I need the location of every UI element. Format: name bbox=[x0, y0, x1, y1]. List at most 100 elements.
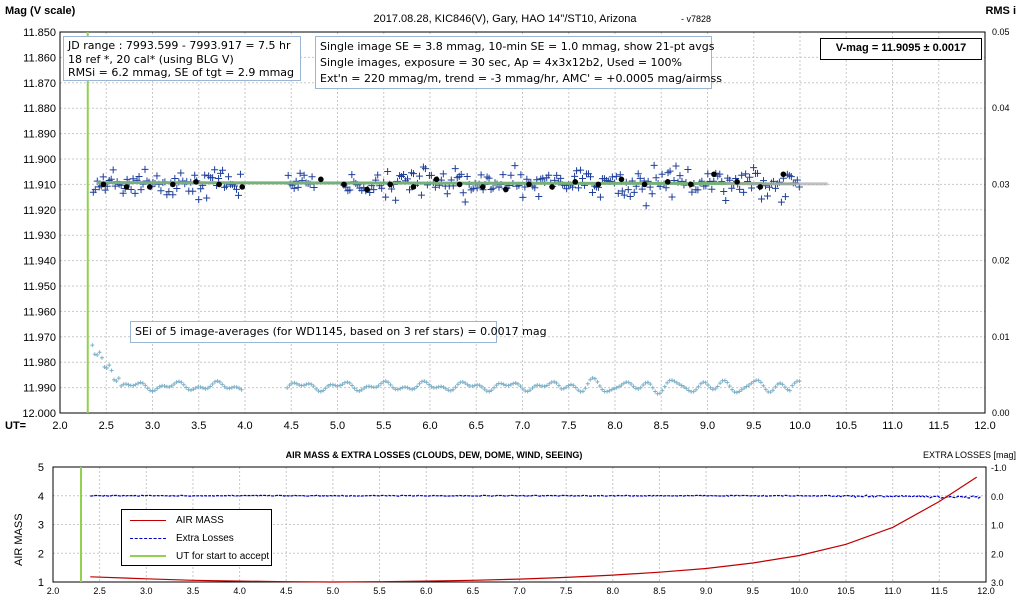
rms-point bbox=[778, 381, 783, 386]
rms-point bbox=[564, 385, 569, 390]
rms-point bbox=[674, 380, 679, 385]
single-image-point bbox=[720, 188, 728, 196]
trend-fit-line bbox=[96, 181, 796, 186]
bottom-x-tick-label: 11.0 bbox=[884, 586, 901, 596]
bottom-y-axis-title: AIR MASS bbox=[13, 513, 25, 566]
air-mass-line bbox=[90, 476, 978, 583]
rms-point bbox=[107, 363, 112, 368]
bottom-y2-tick-label: 1.0 bbox=[991, 521, 1004, 531]
single-image-point bbox=[219, 166, 227, 174]
single-image-point bbox=[119, 189, 127, 197]
rms-point bbox=[597, 384, 602, 389]
rms-point bbox=[516, 381, 521, 386]
rms-point bbox=[415, 384, 420, 389]
top-y-tick-label: 11.950 bbox=[23, 281, 56, 293]
average-point bbox=[318, 176, 324, 183]
single-image-point bbox=[232, 185, 240, 193]
single-image-point bbox=[300, 171, 308, 179]
rms-point bbox=[638, 385, 643, 390]
top-x-tick-label: 3.5 bbox=[191, 420, 206, 432]
rms-point bbox=[136, 381, 141, 386]
rms-point bbox=[172, 382, 177, 387]
rms-point bbox=[742, 386, 747, 390]
single-image-point bbox=[173, 185, 181, 193]
rms-point bbox=[352, 386, 357, 391]
single-image-point bbox=[415, 172, 423, 180]
rms-point bbox=[492, 385, 497, 390]
single-image-point bbox=[777, 198, 785, 206]
rms-point bbox=[694, 387, 699, 392]
rms-point bbox=[285, 385, 290, 390]
rms-point bbox=[102, 365, 107, 370]
rms-point bbox=[150, 389, 155, 394]
bottom-x-tick-label: 3.5 bbox=[187, 586, 200, 596]
rms-point bbox=[227, 386, 232, 391]
average-point bbox=[239, 184, 246, 190]
single-image-point bbox=[469, 185, 477, 193]
bottom-x-tick-label: 9.5 bbox=[746, 586, 759, 596]
rms-point bbox=[381, 379, 386, 384]
rms-point bbox=[653, 389, 658, 394]
rms-point bbox=[201, 386, 206, 391]
single-image-point bbox=[694, 186, 702, 194]
single-image-point bbox=[722, 197, 730, 205]
single-image-point bbox=[489, 184, 497, 192]
rms-point bbox=[518, 384, 523, 389]
bottom-y2-tick-label: 0.0 bbox=[991, 492, 1004, 502]
bottom-y2-tick-label: 2.0 bbox=[991, 549, 1004, 559]
rms-point bbox=[407, 386, 412, 391]
top-x-tick-label: 4.0 bbox=[237, 420, 252, 432]
single-image-point bbox=[754, 169, 762, 177]
top-x-tick-label: 8.5 bbox=[654, 420, 669, 432]
rms-point bbox=[302, 383, 307, 388]
rms-point bbox=[701, 380, 706, 385]
rms-point bbox=[419, 379, 424, 384]
top-y-tick-label: 11.890 bbox=[23, 129, 56, 141]
rms-point bbox=[691, 389, 696, 394]
sei-text: SEi of 5 image-averages (for WD1145, bas… bbox=[135, 325, 547, 338]
legend-item-ut-start: UT for start to accept bbox=[122, 547, 271, 565]
single-image-point bbox=[137, 186, 145, 194]
rms-point bbox=[311, 384, 316, 389]
single-image-point bbox=[234, 191, 242, 199]
top-chart-title: 2017.08.28, KIC846(V), Gary, HAO 14"/ST1… bbox=[374, 13, 638, 25]
rms-point bbox=[477, 383, 482, 388]
top-y-tick-label: 11.940 bbox=[23, 256, 56, 268]
rms-point bbox=[472, 383, 477, 388]
average-point bbox=[433, 176, 440, 183]
rms-point bbox=[568, 382, 573, 387]
rms-point bbox=[116, 376, 121, 381]
single-image-point bbox=[531, 184, 539, 192]
rms-point bbox=[441, 385, 446, 390]
rms-point bbox=[641, 383, 646, 388]
average-point bbox=[618, 176, 625, 183]
single-image-point bbox=[535, 192, 543, 200]
rms-point bbox=[119, 383, 124, 388]
top-x-tick-label: 2.5 bbox=[99, 420, 114, 432]
rms-point bbox=[309, 382, 314, 387]
top-y2-tick-label: 0.01 bbox=[992, 332, 1010, 342]
bottom-x-tick-label: 12.0 bbox=[977, 586, 995, 596]
rms-point bbox=[222, 384, 227, 389]
sei-box: SEi of 5 image-averages (for WD1145, bas… bbox=[130, 321, 547, 343]
rms-point bbox=[359, 387, 364, 392]
top-x-tick-label: 11.0 bbox=[882, 420, 903, 432]
single-image-point bbox=[771, 184, 779, 192]
rms-point bbox=[780, 382, 785, 387]
average-point bbox=[387, 181, 394, 188]
bottom-x-tick-label: 7.5 bbox=[560, 586, 573, 596]
single-image-point bbox=[157, 187, 165, 195]
rms-point bbox=[686, 388, 691, 393]
single-image-point bbox=[211, 166, 219, 174]
bottom-x-tick-label: 5.0 bbox=[327, 586, 340, 596]
rms-point bbox=[453, 385, 458, 390]
rms-point bbox=[489, 388, 494, 393]
legend-label-ut-start: UT for start to accept bbox=[176, 550, 270, 562]
rms-point bbox=[155, 386, 160, 391]
top-plot-frame bbox=[59, 31, 986, 414]
single-image-point bbox=[485, 174, 493, 182]
bottom-x-tick-label: 6.0 bbox=[420, 586, 433, 596]
rms-point bbox=[600, 387, 605, 392]
bottom-x-tick-label: 5.5 bbox=[373, 586, 386, 596]
top-chart-version: - v7828 bbox=[681, 14, 711, 24]
